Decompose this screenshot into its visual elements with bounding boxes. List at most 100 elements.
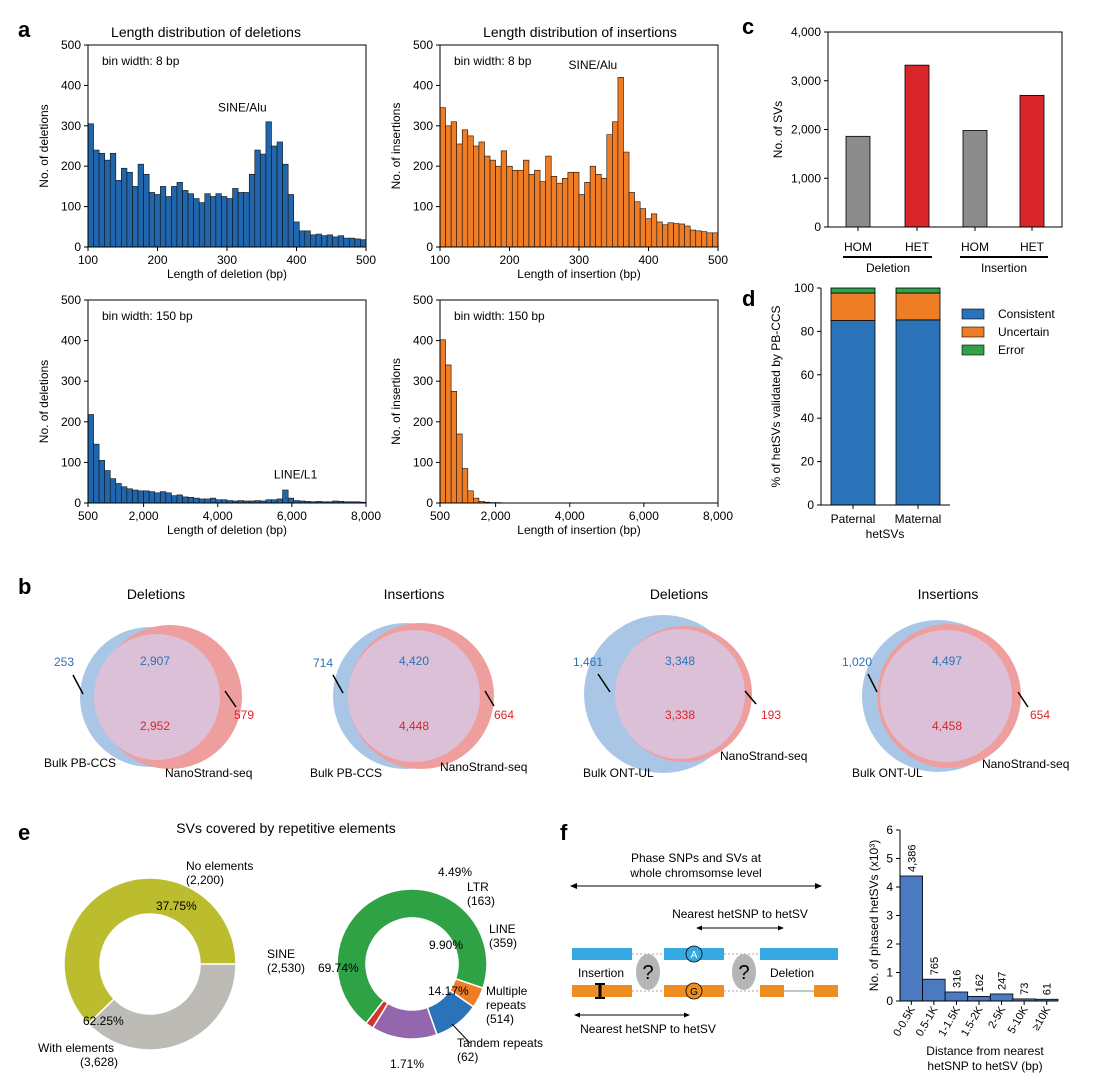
histogram-bar — [634, 201, 641, 248]
sv-count-bar — [845, 135, 871, 228]
leader-line — [597, 673, 611, 693]
venn-right-label: NanoStrand-seq — [982, 757, 1069, 771]
venn-overlap — [615, 629, 745, 759]
histogram-bar — [556, 182, 563, 248]
venn-overlap — [94, 634, 220, 760]
y-tick-label: 1,000 — [791, 171, 821, 185]
panel-e-title: SVs covered by repetitive elements — [176, 820, 395, 836]
leader-line — [332, 674, 344, 694]
histogram-bar — [567, 171, 574, 248]
histogram-bar — [667, 222, 674, 248]
zygosity-label-het-del: HET — [905, 240, 930, 254]
group-label-insertion: Insertion — [981, 261, 1027, 275]
plot-frame — [87, 299, 367, 504]
question-mark: ? — [642, 962, 653, 984]
venn-shared-right: 3,338 — [665, 708, 695, 722]
histogram-bar — [595, 173, 602, 248]
histogram-bar — [143, 490, 150, 504]
histogram-bar — [712, 232, 719, 248]
x-tick-label: 300 — [217, 253, 237, 267]
y-tick-label: 40 — [801, 411, 815, 425]
venn-only-right: 664 — [494, 708, 514, 722]
y-tick-label: 500 — [413, 38, 433, 52]
histogram-bar — [248, 173, 256, 248]
x-axis-title: Length of deletion (bp) — [167, 267, 287, 281]
histogram-bar — [143, 173, 150, 248]
phased-hetsv-bar — [989, 993, 1014, 1002]
histogram-bar — [478, 141, 485, 248]
legend: Consistent Uncertain Error — [961, 307, 1055, 357]
donut-repeat-types — [336, 888, 488, 1040]
x-tick-label: 2,000 — [481, 509, 511, 523]
histogram-bar — [159, 491, 167, 504]
x-tick-label: 500 — [430, 509, 450, 523]
stacked-segment — [830, 292, 876, 321]
y-tick-label: 200 — [61, 159, 81, 173]
venn-only-right: 579 — [234, 708, 254, 722]
zygosity-label-hom-del: HOM — [844, 240, 872, 254]
venn-title: Deletions — [127, 586, 185, 602]
histogram-bar — [221, 196, 228, 248]
venn-only-right: 193 — [761, 708, 781, 722]
y-axis-title: No. of SVs — [771, 101, 785, 158]
histogram-bar — [287, 497, 295, 504]
x-tick-label: 2,000 — [129, 509, 159, 523]
y-tick-label: 500 — [413, 293, 433, 307]
histogram-bar — [187, 193, 194, 248]
donut-slice — [365, 999, 389, 1029]
histogram-bar — [126, 171, 133, 248]
histogram-bar — [254, 149, 261, 248]
histogram-bar — [237, 192, 244, 248]
histogram-bar — [589, 165, 596, 248]
leader-line — [72, 674, 84, 695]
venn-shared-left: 3,348 — [665, 654, 695, 668]
histogram-bar — [98, 460, 105, 504]
venn-only-left: 1,020 — [842, 655, 872, 669]
histogram-bar — [282, 163, 289, 248]
histogram-bar — [98, 152, 105, 248]
histogram-bar — [645, 218, 652, 248]
phased-hetsv-bar — [899, 875, 923, 1002]
venn-4: Insertions 1,020 4,497 4,458 654 Bulk ON… — [842, 586, 1069, 780]
y-tick-label: 4,000 — [791, 25, 821, 39]
x-axis-title: Length of insertion (bp) — [517, 523, 640, 537]
panel-letter-f: f — [560, 820, 568, 845]
allele-g-label: G — [690, 987, 698, 998]
histogram-bar — [489, 159, 496, 248]
y-tick-label: 300 — [413, 119, 433, 133]
histogram-bar — [104, 159, 111, 248]
x-tick-label: 100 — [430, 253, 450, 267]
label-tandem: Tandem repeats — [457, 1036, 543, 1050]
legend-swatch-error — [961, 344, 985, 356]
count-line: (359) — [489, 936, 517, 950]
y-tick-label: 300 — [61, 374, 81, 388]
y-tick-label: 2 — [886, 937, 893, 951]
histogram-bar — [326, 234, 333, 248]
histogram-bar — [265, 121, 272, 248]
x-tick-label: 500 — [356, 253, 376, 267]
leader-line — [484, 690, 495, 707]
y-tick-label: 4 — [886, 880, 893, 894]
venn-shared-right: 4,458 — [932, 719, 962, 733]
y-tick-label: 6 — [886, 823, 893, 837]
histogram-insertions-long: 0 100 200 300 400 500 500 2,000 4,000 6,000 8,000 L… — [389, 293, 733, 537]
venn-overlap — [880, 630, 1012, 762]
histogram-bar — [126, 488, 133, 504]
stacked-segment — [830, 320, 876, 506]
histogram-bar — [600, 178, 608, 248]
y-tick-label: 0 — [807, 498, 814, 512]
histogram-bar — [473, 497, 480, 504]
histogram-bar — [578, 194, 585, 248]
histogram-bar — [606, 134, 613, 248]
label-multiple-2: repeats — [486, 998, 526, 1012]
panel-letter-d: d — [742, 286, 755, 311]
histogram-bar — [243, 192, 250, 248]
peak-annotation: LINE/L1 — [274, 468, 318, 482]
histogram-bar — [204, 193, 211, 248]
venn-left-label: Bulk ONT-UL — [583, 766, 654, 780]
histogram-bar — [176, 182, 183, 248]
sv-count-bar — [904, 64, 930, 228]
pct-tandem: 1.71% — [390, 1057, 424, 1071]
x-axis-title: Length of insertion (bp) — [517, 267, 640, 281]
phased-hetsv-bar — [967, 995, 991, 1002]
